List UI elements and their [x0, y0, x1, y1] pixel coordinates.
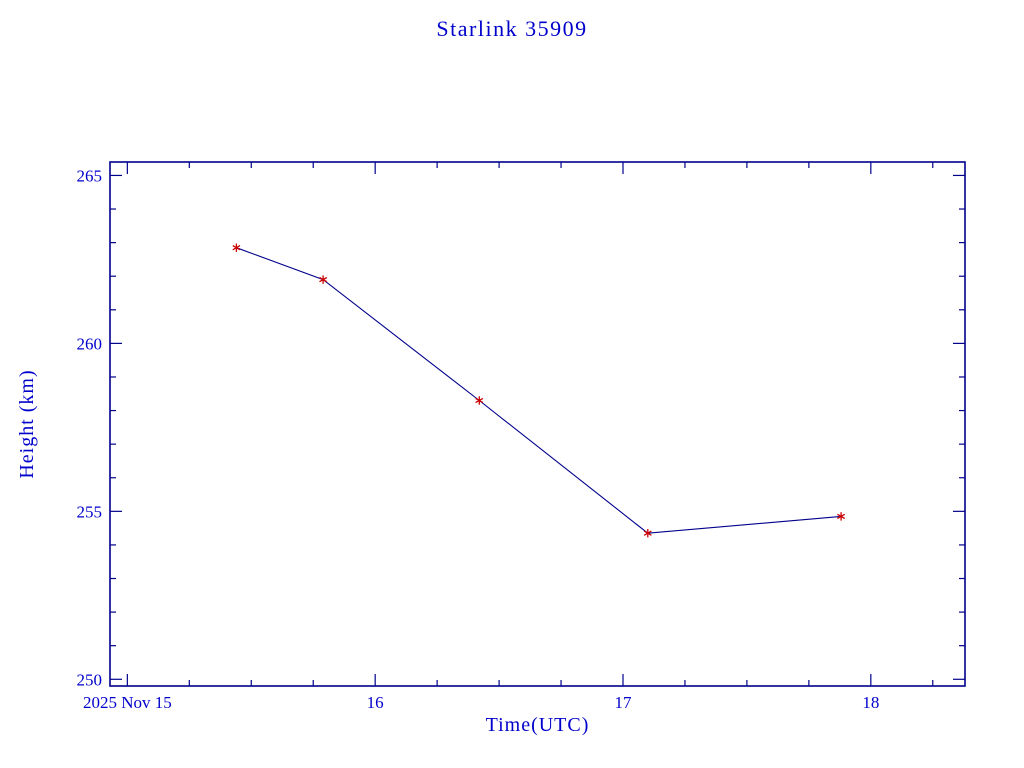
marker-stroke: [643, 530, 652, 536]
x-tick-labels: 2025 Nov 15 16 17 18: [83, 693, 879, 712]
data-line: [236, 247, 842, 534]
y-axis-label: Height (km): [16, 369, 38, 479]
y-tick-label: 255: [77, 502, 103, 521]
data-point-marker: [837, 512, 846, 521]
x-tick-label: 16: [367, 693, 384, 712]
data-point-marker: [475, 396, 484, 405]
x-tick-label: 17: [615, 693, 633, 712]
x-axis-label: Time(UTC): [485, 714, 590, 736]
marker-stroke: [319, 276, 328, 283]
marker-stroke: [475, 397, 484, 404]
y-tick-label: 265: [77, 166, 103, 185]
data-point-marker: [643, 529, 652, 538]
marker-stroke: [232, 245, 241, 251]
plot-frame: [109, 161, 966, 687]
y-tick-label: 260: [77, 334, 103, 353]
data-markers: [232, 243, 846, 538]
plot-border: [109, 161, 966, 687]
data-point-marker: [232, 243, 241, 252]
y-tick-label: 250: [77, 670, 103, 689]
chart-title: Starlink 35909: [436, 16, 588, 41]
y-tick-labels: 250 255 260 265: [77, 166, 103, 689]
x-tick-label: 2025 Nov 15: [83, 693, 172, 712]
marker-stroke: [837, 513, 846, 520]
data-point-marker: [319, 275, 328, 284]
axis-ticks: [110, 162, 965, 686]
x-tick-label: 18: [862, 693, 879, 712]
height-series-line: [236, 247, 842, 534]
